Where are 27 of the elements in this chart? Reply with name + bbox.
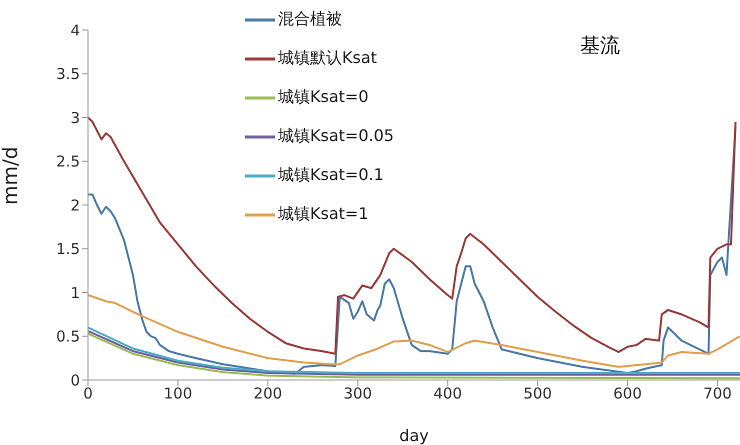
y-tick-label: 3.5 (56, 65, 80, 84)
y-tick-label: 2.5 (56, 152, 80, 171)
y-tick-label: 1 (70, 284, 80, 302)
x-axis-title: day (399, 426, 429, 445)
x-tick-label: 600 (613, 384, 642, 403)
y-tick-label: 2 (70, 196, 80, 214)
x-tick-label: 100 (164, 384, 192, 403)
line-series (88, 294, 740, 368)
x-tick-label: 200 (254, 384, 282, 403)
legend-label: 城镇Ksat=0 (278, 87, 368, 108)
y-tick-label: 3 (70, 108, 80, 127)
legend-label: 混合植被 (278, 9, 342, 30)
y-tick-label: 4 (70, 21, 80, 40)
legend-label: 城镇Ksat=0.1 (278, 165, 384, 186)
y-axis-title: mm/d (0, 146, 22, 205)
x-tick-label: 400 (433, 384, 462, 403)
x-tick-label: 300 (343, 384, 372, 403)
chart-title: 基流 (580, 32, 620, 59)
legend-label: 城镇Ksat=0.05 (278, 126, 394, 147)
y-tick-label: 1.5 (56, 240, 80, 258)
x-tick-label: 500 (523, 384, 552, 403)
y-tick-label: 0.5 (56, 328, 80, 346)
x-tick-label: 0 (83, 384, 93, 403)
legend-label: 城镇默认Ksat (278, 48, 377, 69)
legend-label: 城镇Ksat=1 (278, 204, 368, 225)
x-tick-label: 700 (703, 384, 732, 403)
y-tick-label: 0 (70, 371, 80, 390)
